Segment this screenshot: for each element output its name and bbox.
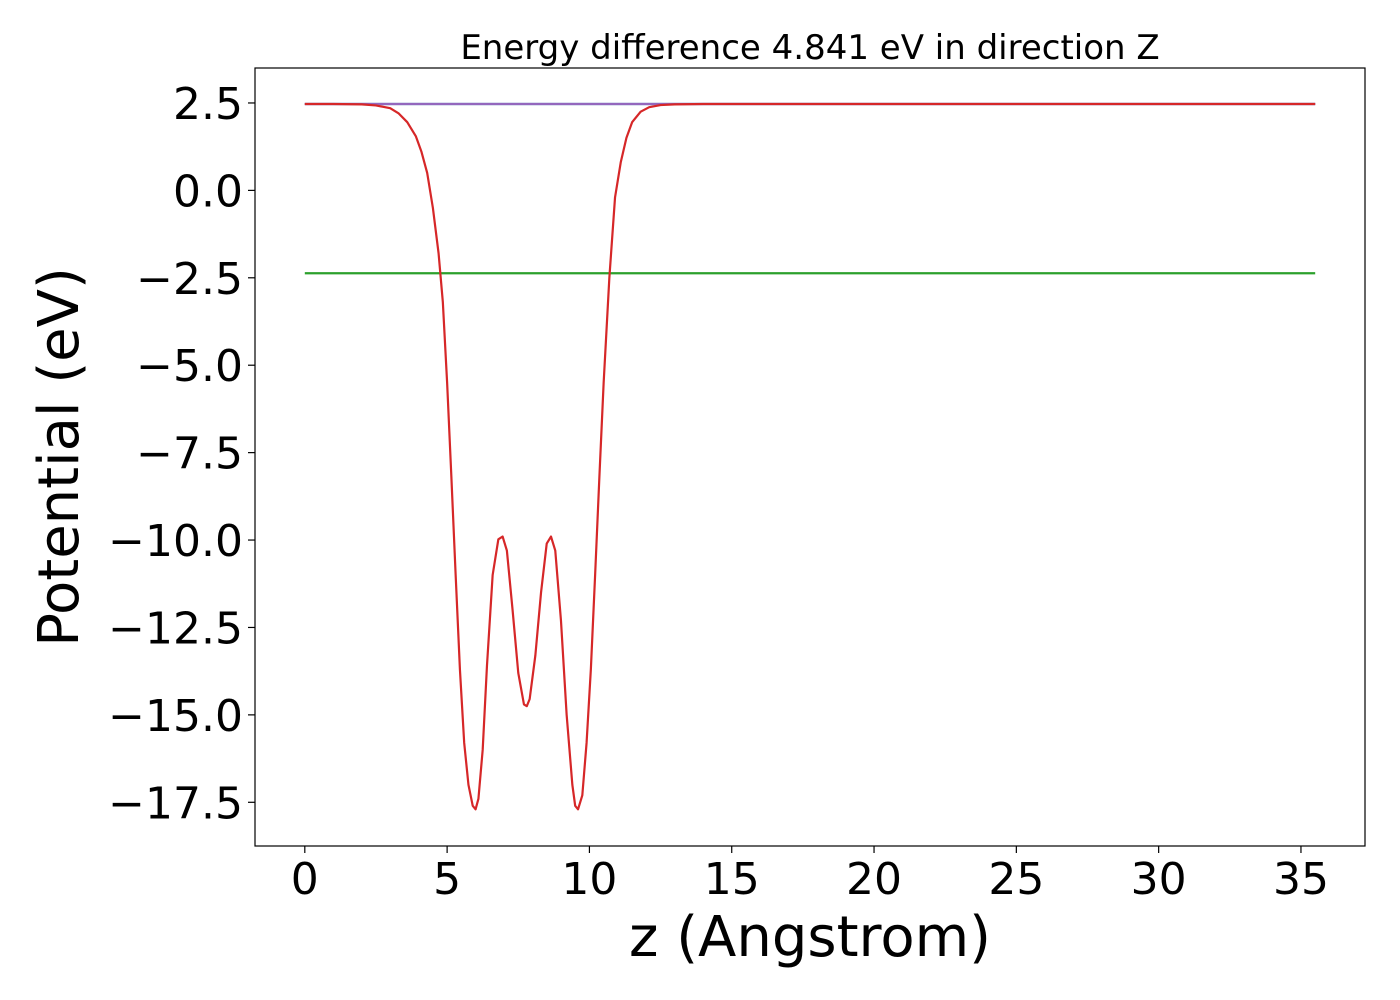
y-tick-label: 2.5 xyxy=(173,79,243,130)
x-axis-label: z (Angstrom) xyxy=(629,905,991,970)
x-tick-label: 15 xyxy=(704,854,760,905)
series-line-3 xyxy=(304,102,1316,811)
x-tick-label: 20 xyxy=(846,854,902,905)
x-axis-ticks: 0 5 10 15 20 25 30 35 xyxy=(291,846,1329,905)
y-tick-label: −12.5 xyxy=(108,603,243,654)
x-tick-label: 5 xyxy=(433,854,461,905)
y-axis-label: Potential (eV) xyxy=(27,267,92,647)
y-tick-label: −15.0 xyxy=(108,691,243,742)
x-tick-label: 10 xyxy=(561,854,617,905)
y-tick-label: −17.5 xyxy=(108,778,243,829)
chart-title: Energy difference 4.841 eV in direction … xyxy=(460,28,1159,68)
x-tick-label: 30 xyxy=(1131,854,1187,905)
plot-frame xyxy=(254,67,1366,847)
y-axis-ticks: 2.5 0.0 −2.5 −5.0 −7.5 −10.0 −12.5 −15.0 −17.5 xyxy=(108,79,255,829)
y-tick-label: −5.0 xyxy=(136,341,243,392)
y-tick-label: 0.0 xyxy=(173,166,243,217)
x-tick-label: 25 xyxy=(988,854,1044,905)
series-layer xyxy=(304,102,1316,811)
x-tick-label: 35 xyxy=(1273,854,1329,905)
y-tick-label: −7.5 xyxy=(136,429,243,480)
y-tick-label: −10.0 xyxy=(108,516,243,567)
y-tick-label: −2.5 xyxy=(136,254,243,305)
x-tick-label: 0 xyxy=(291,854,319,905)
